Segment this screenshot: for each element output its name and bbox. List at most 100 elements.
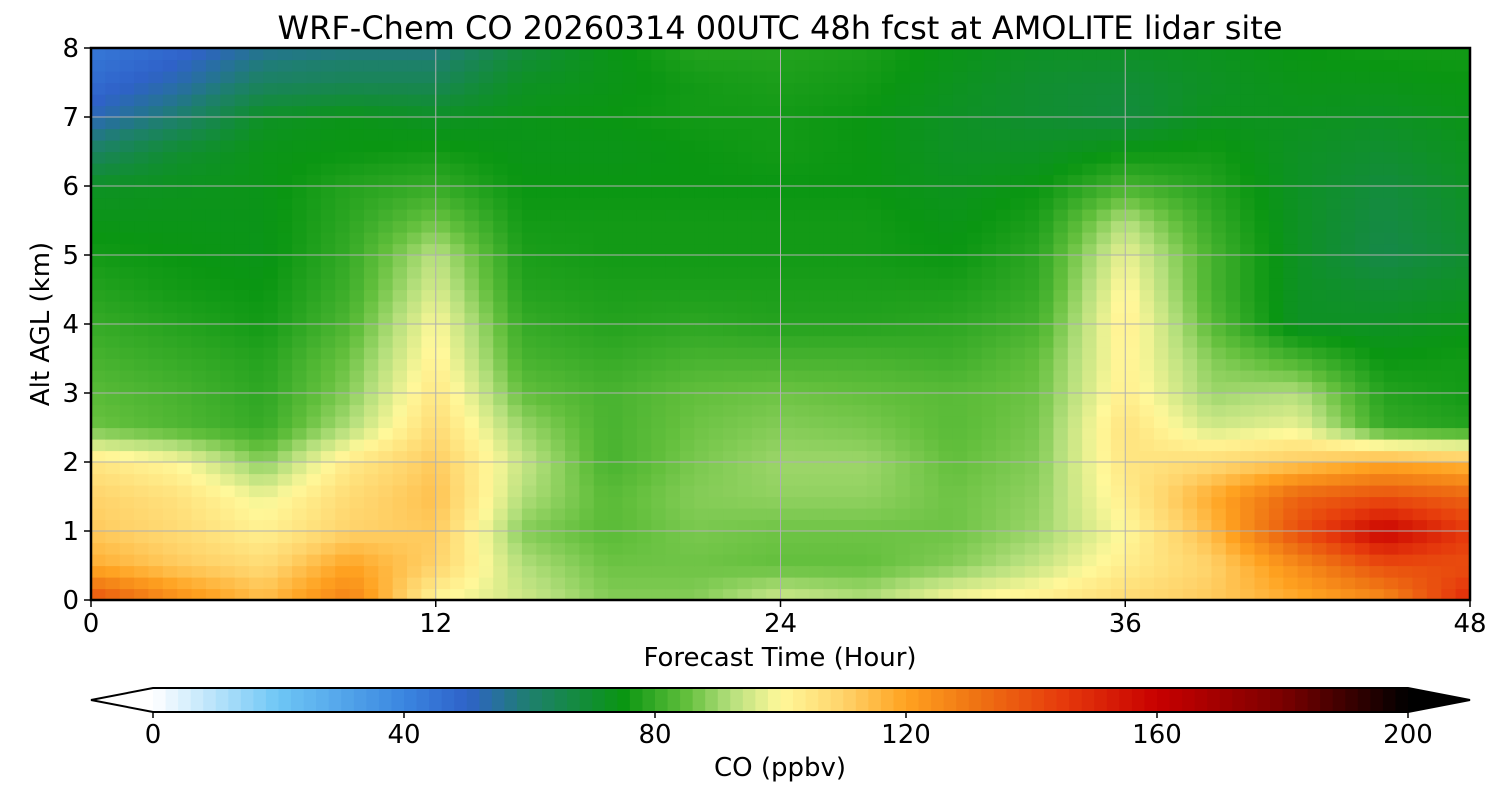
heatmap-cell <box>694 508 710 521</box>
heatmap-cell <box>1355 140 1371 153</box>
heatmap-cell <box>952 450 968 463</box>
heatmap-cell <box>751 324 767 337</box>
heatmap-cell <box>450 404 466 417</box>
heatmap-cell <box>938 427 954 440</box>
heatmap-cell <box>1082 220 1098 233</box>
heatmap-cell <box>1182 128 1198 141</box>
heatmap-cell <box>234 243 250 256</box>
heatmap-cell <box>1240 393 1256 406</box>
heatmap-cell <box>909 243 925 256</box>
heatmap-cell <box>1283 174 1299 187</box>
heatmap-cell <box>306 588 322 600</box>
heatmap-cell <box>1383 496 1399 509</box>
heatmap-cell <box>263 197 279 210</box>
heatmap-cell <box>708 427 724 440</box>
heatmap-cell <box>608 174 624 187</box>
colorbar-segment <box>1044 688 1058 712</box>
heatmap-cell <box>622 289 638 302</box>
heatmap-cell <box>1096 174 1112 187</box>
heatmap-cell <box>766 163 782 176</box>
heatmap-cell <box>292 508 308 521</box>
heatmap-cell <box>191 140 207 153</box>
colorbar-segment <box>228 688 242 712</box>
heatmap-cell <box>1125 531 1141 544</box>
heatmap-cell <box>249 312 264 325</box>
heatmap-cell <box>952 358 968 371</box>
heatmap-cell <box>162 48 178 61</box>
heatmap-cell <box>1283 163 1299 176</box>
heatmap-cell <box>665 416 681 429</box>
heatmap-cell <box>134 347 150 360</box>
heatmap-cell <box>1225 209 1241 222</box>
heatmap-cell <box>1139 312 1155 325</box>
heatmap-cell <box>1110 82 1126 95</box>
heatmap-cell <box>335 370 351 383</box>
heatmap-cell <box>1369 209 1385 222</box>
heatmap-cell <box>234 577 250 590</box>
heatmap-cell <box>91 358 106 371</box>
heatmap-cell <box>1082 588 1098 600</box>
heatmap-cell <box>895 531 911 544</box>
heatmap-cell <box>306 335 322 348</box>
heatmap-cell <box>1383 358 1399 371</box>
heatmap-cell <box>1268 197 1284 210</box>
colorbar-segment <box>1182 688 1196 712</box>
heatmap-cell <box>1326 496 1342 509</box>
heatmap-cell <box>536 71 552 84</box>
heatmap-cell <box>91 519 106 532</box>
heatmap-cell <box>392 266 408 279</box>
heatmap-cell <box>967 312 983 325</box>
heatmap-cell <box>1311 370 1327 383</box>
heatmap-cell <box>866 197 882 210</box>
heatmap-cell <box>407 554 422 567</box>
heatmap-cell <box>450 577 466 590</box>
heatmap-cell <box>1383 347 1399 360</box>
heatmap-cell <box>794 278 810 291</box>
colorbar-segment <box>253 688 267 712</box>
heatmap-cell <box>1326 427 1342 440</box>
heatmap-cell <box>737 393 753 406</box>
heatmap-cell <box>507 197 523 210</box>
heatmap-cell <box>1053 232 1069 245</box>
heatmap-cell <box>1254 462 1270 475</box>
heatmap-cell <box>1067 82 1083 95</box>
heatmap-cell <box>565 117 580 130</box>
heatmap-cell <box>1455 266 1470 279</box>
heatmap-cell <box>1412 163 1428 176</box>
heatmap-cell <box>1355 186 1371 199</box>
heatmap-cell <box>464 163 480 176</box>
heatmap-cell <box>679 588 695 600</box>
heatmap-cell <box>249 370 264 383</box>
heatmap-cell <box>1326 128 1342 141</box>
heatmap-cell <box>162 128 178 141</box>
heatmap-cell <box>952 531 968 544</box>
heatmap-cell <box>306 243 322 256</box>
heatmap-cell <box>1024 128 1040 141</box>
heatmap-cell <box>220 140 236 153</box>
colorbar-segment <box>353 688 367 712</box>
heatmap-cell <box>1225 48 1241 61</box>
heatmap-cell <box>794 427 810 440</box>
heatmap-cell <box>622 427 638 440</box>
heatmap-cell <box>363 232 379 245</box>
heatmap-cell <box>823 266 839 279</box>
heatmap-cell <box>967 347 983 360</box>
heatmap-cell <box>507 140 523 153</box>
heatmap-cell <box>837 485 853 498</box>
heatmap-cell <box>794 174 810 187</box>
heatmap-cell <box>881 163 897 176</box>
heatmap-cell <box>1182 278 1198 291</box>
heatmap-cell <box>1441 197 1457 210</box>
heatmap-cell <box>995 519 1011 532</box>
heatmap-cell <box>665 266 681 279</box>
heatmap-cell <box>1311 232 1327 245</box>
heatmap-cell <box>435 508 451 521</box>
x-tick-label: 36 <box>1109 609 1142 639</box>
heatmap-cell <box>464 427 480 440</box>
heatmap-cell <box>134 393 150 406</box>
heatmap-cell <box>1053 266 1069 279</box>
heatmap-cell <box>1412 278 1428 291</box>
heatmap-cell <box>895 266 911 279</box>
heatmap-cell <box>995 174 1011 187</box>
heatmap-cell <box>1039 335 1055 348</box>
